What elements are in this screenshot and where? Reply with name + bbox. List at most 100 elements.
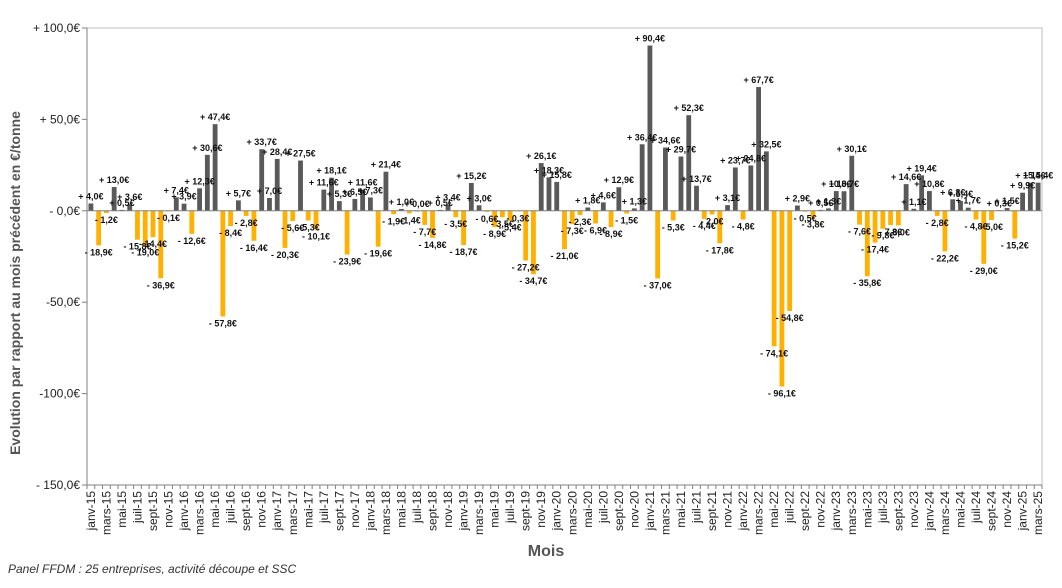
x-tick-label: mars-23 [845,491,859,535]
x-axis-label: Mois [528,543,565,560]
bar [173,197,179,211]
x-tick-label: nov-21 [721,491,735,528]
data-label: - 20,3€ [271,250,299,260]
bar [197,188,202,211]
bar [181,203,187,211]
bar [158,210,164,279]
x-tick-label: mai-18 [394,491,408,528]
bar [391,210,397,215]
bar [267,198,272,211]
bar [631,208,637,211]
data-label: + 30,6€ [192,143,222,153]
bar [212,124,218,211]
data-label: - 5,6€ [281,223,304,233]
bar [430,210,435,238]
bar [282,210,288,248]
bar [468,183,474,211]
data-label: + 0,5€ [428,198,453,208]
x-tick-label: juil-16 [224,491,238,524]
x-tick-label: janv-16 [177,491,191,532]
data-label: - 2,8€ [235,218,258,228]
bar [577,210,583,216]
data-label: + 13,7€ [681,174,711,184]
x-tick-label: mars-22 [752,491,766,535]
bar [562,210,567,250]
data-label: + 15,4€ [1015,171,1045,181]
x-tick-label: janv-22 [736,491,750,532]
data-label: + 21,4€ [371,160,401,170]
bar [135,210,140,240]
bar [919,175,925,211]
x-tick-label: mai-24 [953,491,967,528]
data-label: - 5,3€ [297,222,320,232]
bar [569,210,575,225]
data-label: + 12,3€ [184,176,214,186]
data-label: - 2,0€ [701,216,724,226]
bar [701,210,707,219]
data-label: - 5,3€ [662,222,685,232]
data-label: + 29,7€ [666,145,696,155]
bar [927,191,932,211]
data-label: + 6,5€ [342,187,367,197]
data-label: + 15,8€ [542,170,572,180]
bar [499,210,505,218]
bar [235,200,241,211]
data-label: - 4,8€ [964,222,987,232]
data-label: - 1,9€ [382,216,405,226]
x-tick-label: mars-18 [379,491,393,535]
data-label: + 10,8€ [914,179,944,189]
data-label: - 8,4€ [219,228,242,238]
bar [911,208,917,211]
x-tick-label: sept-21 [705,491,719,531]
x-tick-label: nov-23 [907,491,921,528]
x-tick-label: juil-19 [503,491,517,524]
x-tick-label: juil-22 [783,491,797,524]
bar-chart: + 100,0€ + 50,0€ - 0,0€ -50,0€ -100,0€ - 150,… [7,21,1053,560]
data-label: - 0,3€ [506,213,529,223]
bar [608,210,614,228]
x-tick-label: mai-19 [488,491,502,528]
bar [965,207,971,211]
data-label: + 0,0€ [404,199,429,209]
data-label: + 10,8€ [821,179,851,189]
bar [639,144,645,211]
x-tick-label: mars-19 [472,491,486,535]
data-label: - 2,3€ [569,217,592,227]
data-label: - 17,4€ [861,245,889,255]
data-label: + 27,5€ [285,149,315,159]
x-tick-label: sept-15 [146,491,160,531]
bar [399,208,404,211]
data-label: - 4,4€ [693,221,716,231]
data-labels: + 4,0€- 18,9€- 1,2€+ 13,0€+ 0,5€+ 3,6€- … [78,34,1053,399]
bar [1012,210,1018,239]
bar [686,115,692,211]
data-label: - 23,9€ [333,256,361,266]
data-label: + 4,0€ [78,191,103,201]
data-label: - 22,2€ [931,253,959,263]
bar [445,204,451,211]
data-label: - 14,4€ [139,239,167,249]
x-tick-label: nov-15 [162,491,176,528]
data-label: - 8,9€ [600,229,623,239]
bar [616,187,622,211]
bar [833,191,839,211]
x-tick-label: mai-22 [767,491,781,528]
data-label: + 4,6€ [591,190,616,200]
x-tick-label: janv-19 [457,491,471,532]
data-label: - 16,4€ [240,243,268,253]
x-tick-label: juil-21 [689,491,703,524]
data-label: - 19,0€ [131,248,159,258]
bar [903,184,909,211]
bar [360,189,366,211]
x-tick-label: janv-15 [84,491,98,532]
x-tick-label: mai-21 [674,491,688,528]
bar [554,181,560,211]
data-label: + 23,7€ [720,155,750,165]
x-tick-label: juil-24 [969,491,983,524]
x-tick-label: mai-17 [301,491,315,528]
data-label: + 32,5€ [751,139,781,149]
bar [375,210,381,247]
x-tick-label: mars-20 [565,491,579,535]
bar [531,210,536,275]
bar [259,149,265,211]
